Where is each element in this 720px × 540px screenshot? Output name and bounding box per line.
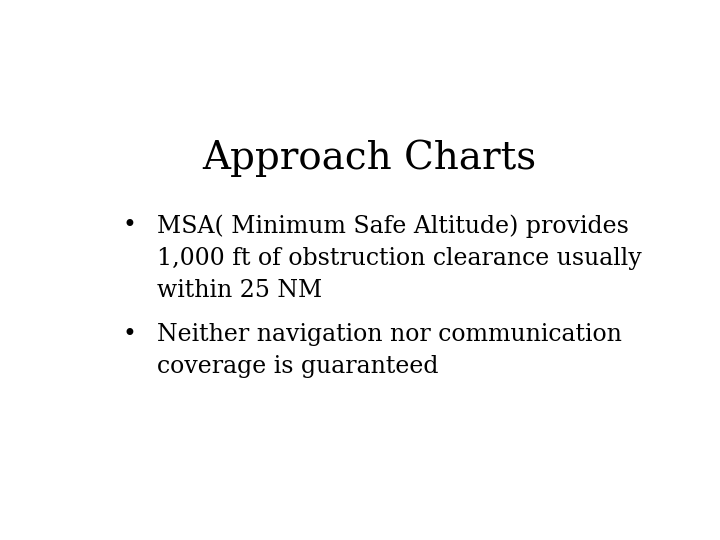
Text: MSA( Minimum Safe Altitude) provides
1,000 ft of obstruction clearance usually
w: MSA( Minimum Safe Altitude) provides 1,0… [157, 214, 642, 302]
Text: •: • [122, 214, 136, 238]
Text: Neither navigation nor communication
coverage is guaranteed: Neither navigation nor communication cov… [157, 322, 622, 377]
Text: •: • [122, 322, 136, 346]
Text: Approach Charts: Approach Charts [202, 140, 536, 177]
